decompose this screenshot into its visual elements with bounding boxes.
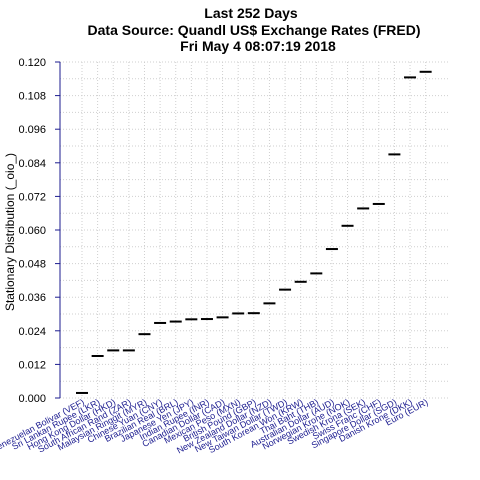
y-tick-label: 0.096 [18,124,46,136]
title-line-3: Fri May 4 08:07:19 2018 [180,38,336,54]
y-tick-label: 0.120 [18,57,46,69]
y-axis-label: Stationary Distribution (_oio_) [3,153,17,311]
y-tick-label: 0.108 [18,91,46,103]
x-axis-ticks: Venezuelan Bolivar (VEF)Sri Lankan Rupee… [0,397,430,456]
y-tick-label: 0.084 [18,158,46,170]
data-marks [76,70,432,394]
y-tick-label: 0.012 [18,359,46,371]
title-line-1: Last 252 Days [204,5,298,21]
chart-title: Last 252 Days Data Source: Quandl US$ Ex… [88,5,421,54]
grid [60,61,448,399]
y-tick-label: 0.024 [18,326,46,338]
y-tick-label: 0.036 [18,292,46,304]
y-tick-label: 0.000 [18,393,46,405]
y-axis-ticks: 0.000 0.012 0.024 0.036 0.048 0.060 0.072 0.084… [18,57,60,405]
y-tick-label: 0.048 [18,259,46,271]
y-tick-label: 0.072 [18,191,46,203]
y-tick-label: 0.060 [18,225,46,237]
title-line-2: Data Source: Quandl US$ Exchange Rates (… [88,22,421,38]
